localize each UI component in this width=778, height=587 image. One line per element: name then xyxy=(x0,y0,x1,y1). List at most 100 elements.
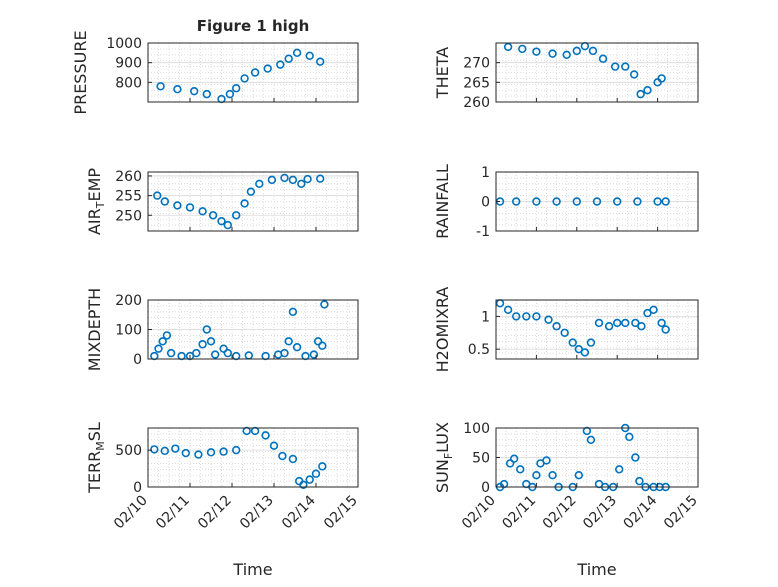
data-point xyxy=(284,54,293,63)
x-tick-label: 02/13 xyxy=(580,493,620,533)
data-point xyxy=(225,89,235,99)
data-point xyxy=(505,459,515,468)
data-point xyxy=(250,68,260,77)
data-point xyxy=(532,471,541,480)
x-tick-label: 02/15 xyxy=(321,493,361,533)
y-tick-label: 265 xyxy=(463,75,490,91)
data-point xyxy=(633,197,642,206)
y-tick-label: 0 xyxy=(481,195,490,211)
data-point xyxy=(156,82,165,91)
data-point xyxy=(223,220,233,230)
y-tick-label: 1 xyxy=(481,309,490,325)
y-axis-label: MIXDEPTH xyxy=(85,288,104,371)
data-point xyxy=(572,197,581,206)
data-point xyxy=(621,62,630,71)
y-tick-label: 0 xyxy=(133,480,142,496)
data-point xyxy=(635,476,644,486)
y-tick-label: 250 xyxy=(115,208,142,224)
data-point xyxy=(661,325,670,334)
axes-box xyxy=(147,42,359,103)
x-tick-label: 02/13 xyxy=(237,493,277,533)
data-point xyxy=(316,57,325,66)
data-point xyxy=(560,328,569,337)
data-point xyxy=(532,47,541,56)
data-point xyxy=(303,174,312,184)
data-point xyxy=(598,54,608,63)
data-point xyxy=(612,197,622,206)
data-point xyxy=(292,48,302,58)
data-point xyxy=(160,446,170,456)
data-point xyxy=(173,85,182,94)
data-point xyxy=(574,471,584,480)
data-point xyxy=(194,450,203,459)
data-point xyxy=(171,444,180,453)
data-point xyxy=(280,348,289,358)
data-point xyxy=(511,312,521,321)
data-point xyxy=(288,307,298,316)
data-point xyxy=(610,62,620,71)
data-point xyxy=(206,337,216,346)
data-point xyxy=(562,50,571,59)
y-axis-label: THETA xyxy=(433,47,452,99)
data-point xyxy=(629,70,639,79)
y-axis-label: TERRMSL xyxy=(85,422,107,494)
data-point xyxy=(636,89,645,99)
data-point xyxy=(267,175,277,185)
y-tick-label: 800 xyxy=(115,75,142,91)
data-point xyxy=(211,350,220,359)
data-point xyxy=(572,46,581,56)
data-point xyxy=(568,338,577,347)
data-point xyxy=(223,348,233,358)
x-tick-label: 02/11 xyxy=(153,493,193,533)
data-point xyxy=(625,432,634,442)
data-point xyxy=(299,480,308,489)
x-tick-label: 02/10 xyxy=(111,493,151,533)
x-tick-label: 02/11 xyxy=(499,493,539,533)
x-tick-label: 02/15 xyxy=(661,493,701,533)
data-point xyxy=(588,46,598,56)
data-point xyxy=(284,337,293,346)
panel-sun-flux: 0 50 100 02/10 02/11 02/12 02/13 02/14 02/15 Time… xyxy=(433,421,701,579)
axes-box xyxy=(147,171,359,232)
chart-title: Figure 1 high xyxy=(197,17,310,35)
data-point xyxy=(594,318,604,328)
data-point xyxy=(631,453,640,462)
data-point xyxy=(181,448,191,458)
data-point xyxy=(232,84,241,93)
data-point xyxy=(198,340,207,349)
data-point xyxy=(160,197,170,206)
data-point xyxy=(162,331,172,340)
data-point xyxy=(206,448,216,457)
data-point xyxy=(313,337,323,346)
data-point xyxy=(217,216,226,226)
data-point xyxy=(532,197,541,206)
x-tick-label: 02/14 xyxy=(279,492,319,532)
x-tick-label: 02/12 xyxy=(540,493,580,533)
data-point xyxy=(192,348,201,358)
data-point xyxy=(320,300,329,309)
data-point xyxy=(643,85,652,95)
y-tick-label: 255 xyxy=(115,189,142,205)
y-tick-label: 0 xyxy=(481,480,490,496)
data-point xyxy=(150,445,159,454)
panel-terr-msl: 0 500 02/10 02/11 02/12 02/13 02/14 02/15 Time TE… xyxy=(85,422,361,579)
data-point xyxy=(208,211,218,220)
data-point xyxy=(518,44,527,54)
data-point xyxy=(637,322,646,331)
y-axis-label: PRESSURE xyxy=(71,30,90,114)
y-tick-label: 100 xyxy=(463,421,490,437)
data-point xyxy=(503,42,513,52)
data-point xyxy=(643,308,652,318)
data-point xyxy=(511,197,521,206)
data-point xyxy=(166,348,176,358)
data-point xyxy=(246,187,256,196)
data-point xyxy=(548,471,557,480)
data-point xyxy=(202,89,212,99)
data-point xyxy=(219,447,228,456)
data-point xyxy=(621,318,630,328)
y-axis-label: H2OMIXRA xyxy=(433,287,452,373)
y-tick-label: 0 xyxy=(133,352,142,368)
x-tick-label: 02/12 xyxy=(195,493,235,533)
data-point xyxy=(657,74,666,83)
